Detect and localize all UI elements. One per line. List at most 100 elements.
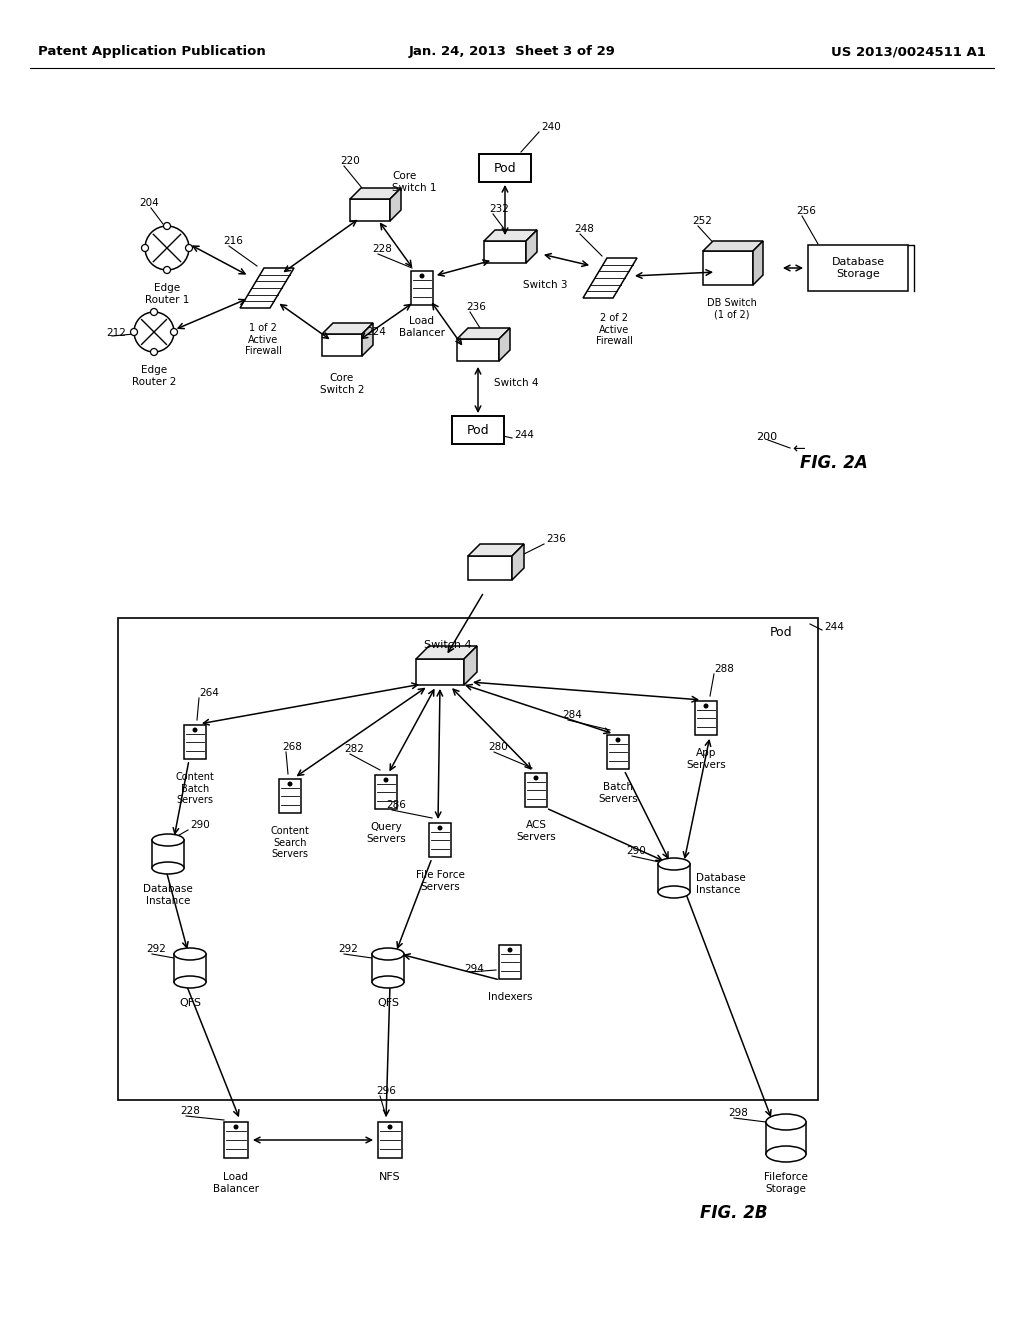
Bar — [452, 416, 504, 444]
Text: US 2013/0024511 A1: US 2013/0024511 A1 — [831, 45, 986, 58]
Circle shape — [615, 738, 621, 742]
Text: Patent Application Publication: Patent Application Publication — [38, 45, 266, 58]
Bar — [479, 154, 531, 182]
Text: Edge
Router 1: Edge Router 1 — [144, 282, 189, 305]
Ellipse shape — [372, 948, 404, 960]
Bar — [658, 865, 690, 892]
Circle shape — [134, 312, 174, 352]
Polygon shape — [457, 339, 499, 360]
Polygon shape — [457, 327, 510, 339]
Text: 252: 252 — [692, 216, 712, 226]
Ellipse shape — [174, 975, 206, 987]
Polygon shape — [390, 187, 401, 220]
Text: Database
Instance: Database Instance — [143, 884, 193, 906]
Text: Switch 4: Switch 4 — [494, 378, 539, 388]
Text: 290: 290 — [190, 820, 210, 830]
Bar — [375, 775, 397, 809]
Ellipse shape — [152, 834, 184, 846]
Text: Database
Instance: Database Instance — [696, 874, 745, 895]
Text: 282: 282 — [344, 744, 364, 754]
Polygon shape — [512, 544, 524, 579]
Polygon shape — [468, 544, 524, 556]
Bar — [184, 725, 206, 759]
Text: Batch
Servers: Batch Servers — [598, 781, 638, 804]
Polygon shape — [753, 242, 763, 285]
Ellipse shape — [174, 948, 206, 960]
Ellipse shape — [766, 1114, 806, 1130]
Text: 284: 284 — [562, 710, 582, 719]
Circle shape — [534, 776, 539, 780]
Text: 244: 244 — [514, 430, 534, 440]
Text: QFS: QFS — [179, 998, 201, 1008]
Circle shape — [141, 244, 148, 252]
Circle shape — [171, 329, 177, 335]
Text: 224: 224 — [366, 327, 386, 337]
Text: FIG. 2B: FIG. 2B — [700, 1204, 768, 1222]
Circle shape — [145, 226, 189, 271]
Polygon shape — [362, 323, 373, 356]
Polygon shape — [468, 556, 512, 579]
Text: 236: 236 — [546, 535, 566, 544]
Bar — [766, 1122, 806, 1154]
Text: Database
Storage: Database Storage — [831, 257, 885, 279]
Bar — [525, 774, 547, 807]
Text: DB Switch
(1 of 2): DB Switch (1 of 2) — [707, 298, 757, 319]
Circle shape — [130, 329, 137, 335]
Text: 264: 264 — [199, 688, 219, 698]
Text: Core
Switch 2: Core Switch 2 — [319, 374, 365, 395]
Text: 298: 298 — [728, 1107, 748, 1118]
Circle shape — [387, 1125, 392, 1130]
Text: Indexers: Indexers — [487, 993, 532, 1002]
Text: $\leftarrow$: $\leftarrow$ — [790, 440, 807, 455]
Text: 2 of 2
Active
Firewall: 2 of 2 Active Firewall — [596, 313, 633, 346]
Text: 256: 256 — [796, 206, 816, 216]
Polygon shape — [416, 659, 464, 685]
Text: 268: 268 — [282, 742, 302, 752]
Polygon shape — [484, 230, 537, 242]
Circle shape — [703, 704, 709, 709]
Text: 294: 294 — [464, 964, 484, 974]
Polygon shape — [583, 257, 637, 298]
Text: NFS: NFS — [379, 1172, 400, 1181]
Polygon shape — [350, 187, 401, 199]
Ellipse shape — [658, 858, 690, 870]
Circle shape — [193, 727, 198, 733]
Bar — [224, 1122, 248, 1158]
Circle shape — [164, 267, 171, 273]
Circle shape — [151, 348, 158, 355]
Bar — [499, 945, 521, 979]
Ellipse shape — [152, 862, 184, 874]
Text: File Force
Servers: File Force Servers — [416, 870, 465, 891]
Text: FIG. 2A: FIG. 2A — [800, 454, 867, 473]
Text: Load
Balancer: Load Balancer — [399, 315, 445, 338]
Text: Content
Batch
Servers: Content Batch Servers — [175, 772, 214, 805]
Ellipse shape — [372, 975, 404, 987]
Text: Content
Search
Servers: Content Search Servers — [270, 826, 309, 859]
Ellipse shape — [658, 886, 690, 898]
Polygon shape — [484, 242, 526, 263]
Bar — [118, 618, 818, 1100]
Polygon shape — [350, 199, 390, 220]
Text: QFS: QFS — [377, 998, 399, 1008]
Text: Pod: Pod — [494, 161, 516, 174]
Polygon shape — [416, 645, 477, 659]
Text: 290: 290 — [626, 846, 646, 855]
Text: 292: 292 — [146, 944, 166, 954]
Polygon shape — [499, 327, 510, 360]
Bar — [695, 701, 717, 735]
Text: Switch 3: Switch 3 — [523, 280, 567, 290]
Text: Pod: Pod — [770, 626, 793, 639]
Text: 228: 228 — [372, 244, 392, 253]
Polygon shape — [703, 251, 753, 285]
Text: 240: 240 — [541, 121, 561, 132]
Circle shape — [185, 244, 193, 252]
Text: 228: 228 — [180, 1106, 200, 1115]
Text: 204: 204 — [139, 198, 159, 209]
Circle shape — [288, 781, 293, 787]
Circle shape — [384, 777, 388, 783]
Text: 212: 212 — [106, 327, 126, 338]
Text: App
Servers: App Servers — [686, 748, 726, 770]
Text: 296: 296 — [376, 1086, 396, 1096]
Text: Query
Servers: Query Servers — [367, 822, 406, 843]
Text: 292: 292 — [338, 944, 357, 954]
